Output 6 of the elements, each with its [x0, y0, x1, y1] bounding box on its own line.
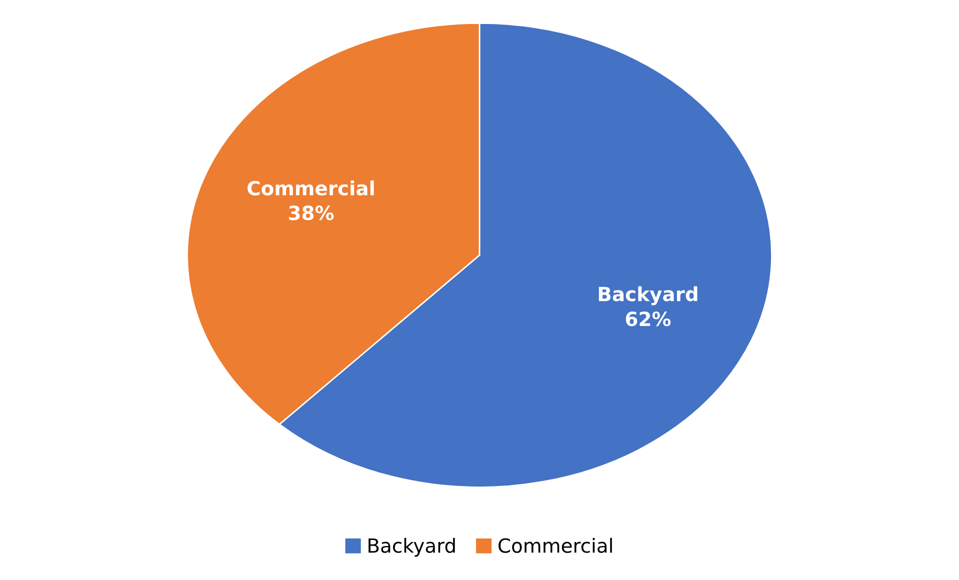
data-label: 38%	[289, 206, 334, 220]
data-label: 62%	[626, 312, 671, 326]
slice-label: Commercial	[248, 180, 374, 196]
legend-label: Backyard	[368, 538, 455, 557]
slice-label: Backyard	[598, 286, 698, 306]
legend-label: Commercial	[498, 538, 612, 553]
